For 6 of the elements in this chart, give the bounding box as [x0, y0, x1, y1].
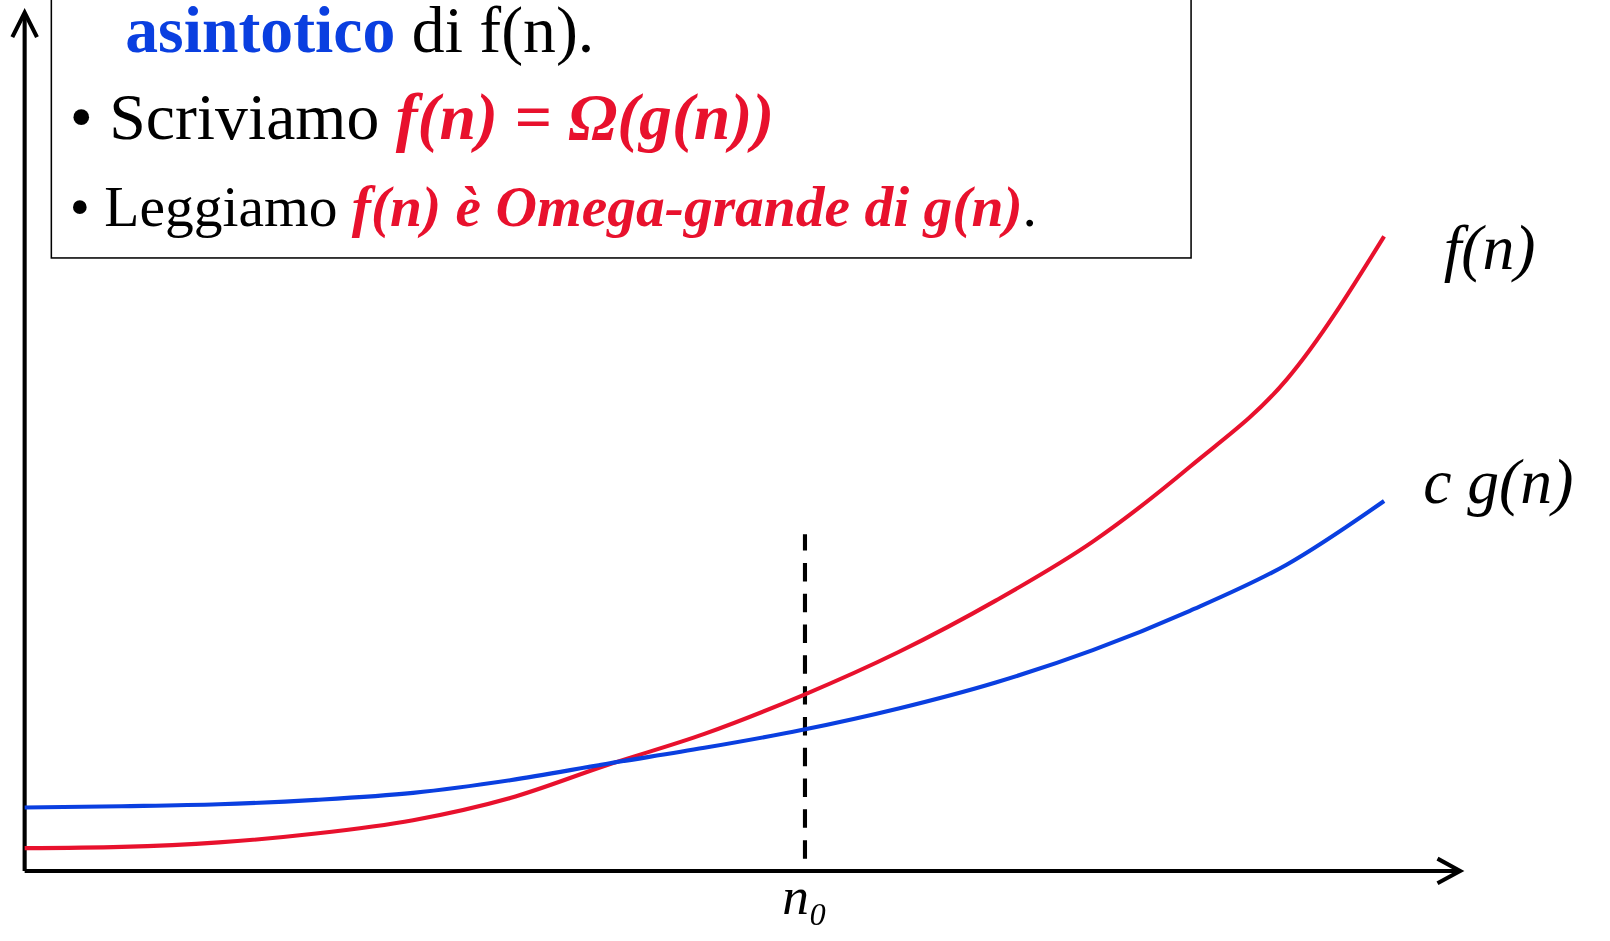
series-label: f(n): [1443, 212, 1536, 284]
text: • Scriviamo f(n) = Ω(g(n)): [69, 79, 775, 154]
text: n₀: [782, 866, 828, 927]
series-label: c g(n): [1423, 446, 1574, 518]
text: asintotico di f(n).: [125, 0, 595, 67]
annotation: • Leggiamo f(n) è Omega-grande di g(n).: [69, 175, 1037, 240]
